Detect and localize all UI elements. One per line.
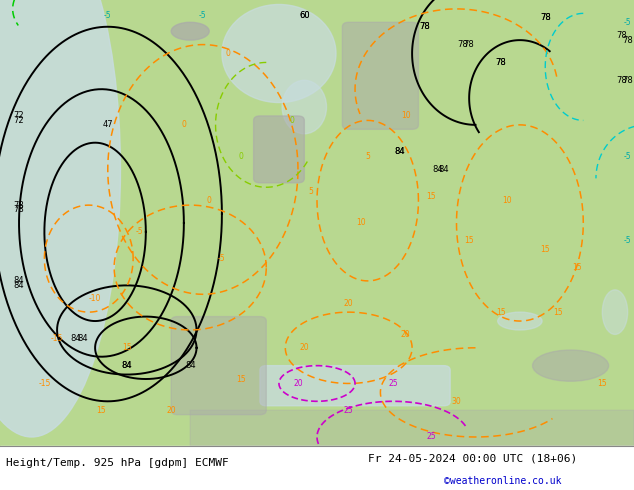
Text: 0: 0 xyxy=(181,121,186,129)
Text: -5: -5 xyxy=(624,18,631,27)
Text: 5: 5 xyxy=(308,187,313,196)
Text: 84: 84 xyxy=(185,361,195,370)
Text: 78: 78 xyxy=(496,58,506,67)
Text: 78: 78 xyxy=(616,76,626,85)
Text: 15: 15 xyxy=(122,343,132,352)
Text: 78: 78 xyxy=(496,58,506,67)
Text: 20: 20 xyxy=(299,343,309,352)
Text: 84: 84 xyxy=(14,281,24,290)
Text: 78: 78 xyxy=(420,22,430,31)
Text: 84: 84 xyxy=(14,276,24,285)
Text: 15: 15 xyxy=(553,308,563,317)
Ellipse shape xyxy=(498,312,542,330)
Text: 25: 25 xyxy=(388,379,398,388)
Text: 78: 78 xyxy=(14,200,24,210)
Text: 30: 30 xyxy=(451,397,462,406)
Text: -5: -5 xyxy=(624,236,631,245)
Text: 15: 15 xyxy=(464,236,474,245)
Text: 72: 72 xyxy=(14,116,24,125)
Text: 78: 78 xyxy=(464,40,474,49)
Text: -15: -15 xyxy=(38,379,51,388)
Text: 15: 15 xyxy=(572,263,582,272)
Text: 84: 84 xyxy=(394,147,404,156)
Text: 15: 15 xyxy=(426,192,436,201)
Text: 10: 10 xyxy=(502,196,512,205)
Ellipse shape xyxy=(222,4,336,102)
Text: 15: 15 xyxy=(96,406,107,415)
Text: -15: -15 xyxy=(51,334,63,343)
FancyBboxPatch shape xyxy=(190,410,634,446)
Text: 78: 78 xyxy=(616,31,626,40)
Ellipse shape xyxy=(602,290,628,335)
Text: Height/Temp. 925 hPa [gdpm] ECMWF: Height/Temp. 925 hPa [gdpm] ECMWF xyxy=(6,458,229,468)
FancyBboxPatch shape xyxy=(254,116,304,183)
Text: 84: 84 xyxy=(77,334,87,343)
FancyBboxPatch shape xyxy=(260,366,450,406)
Text: 78: 78 xyxy=(623,76,633,85)
Text: -5: -5 xyxy=(199,11,207,20)
Text: 60: 60 xyxy=(299,11,309,20)
Text: 15: 15 xyxy=(236,374,246,384)
Text: 72: 72 xyxy=(14,111,24,121)
Text: 84: 84 xyxy=(394,147,404,156)
Text: 15: 15 xyxy=(496,308,506,317)
Text: -5: -5 xyxy=(218,254,226,263)
Text: 5: 5 xyxy=(365,151,370,161)
Text: 20: 20 xyxy=(401,330,411,339)
Text: 20: 20 xyxy=(344,299,354,308)
Text: 15: 15 xyxy=(597,379,607,388)
Text: Fr 24-05-2024 00:00 UTC (18+06): Fr 24-05-2024 00:00 UTC (18+06) xyxy=(368,453,577,463)
FancyBboxPatch shape xyxy=(342,22,418,129)
Ellipse shape xyxy=(0,0,120,437)
Text: 78: 78 xyxy=(458,40,468,49)
Text: -5: -5 xyxy=(136,227,143,236)
Ellipse shape xyxy=(282,80,327,134)
Text: 0: 0 xyxy=(289,116,294,125)
Text: 78: 78 xyxy=(623,36,633,45)
Text: 84: 84 xyxy=(439,165,449,174)
Text: 15: 15 xyxy=(540,245,550,254)
Text: 20: 20 xyxy=(293,379,303,388)
Text: 84: 84 xyxy=(122,361,132,370)
Text: 84: 84 xyxy=(122,361,132,370)
Text: ©weatheronline.co.uk: ©weatheronline.co.uk xyxy=(444,476,561,486)
Text: 60: 60 xyxy=(299,11,309,20)
Ellipse shape xyxy=(533,350,609,381)
Text: 78: 78 xyxy=(540,13,550,23)
Text: 78: 78 xyxy=(420,22,430,31)
FancyBboxPatch shape xyxy=(171,317,266,415)
Text: 0: 0 xyxy=(207,196,212,205)
Text: -5: -5 xyxy=(624,151,631,161)
Ellipse shape xyxy=(171,22,209,40)
Text: 0: 0 xyxy=(238,151,243,161)
Text: 84: 84 xyxy=(432,165,443,174)
Text: 25: 25 xyxy=(426,433,436,441)
Text: 47: 47 xyxy=(103,121,113,129)
Text: 20: 20 xyxy=(166,406,176,415)
Text: -10: -10 xyxy=(89,294,101,303)
Text: 78: 78 xyxy=(14,205,24,214)
Text: 10: 10 xyxy=(401,111,411,121)
Text: 10: 10 xyxy=(356,219,366,227)
Text: 0: 0 xyxy=(226,49,231,58)
Text: 84: 84 xyxy=(71,334,81,343)
Text: 78: 78 xyxy=(540,13,550,23)
Text: -5: -5 xyxy=(104,11,112,20)
Text: 25: 25 xyxy=(344,406,354,415)
